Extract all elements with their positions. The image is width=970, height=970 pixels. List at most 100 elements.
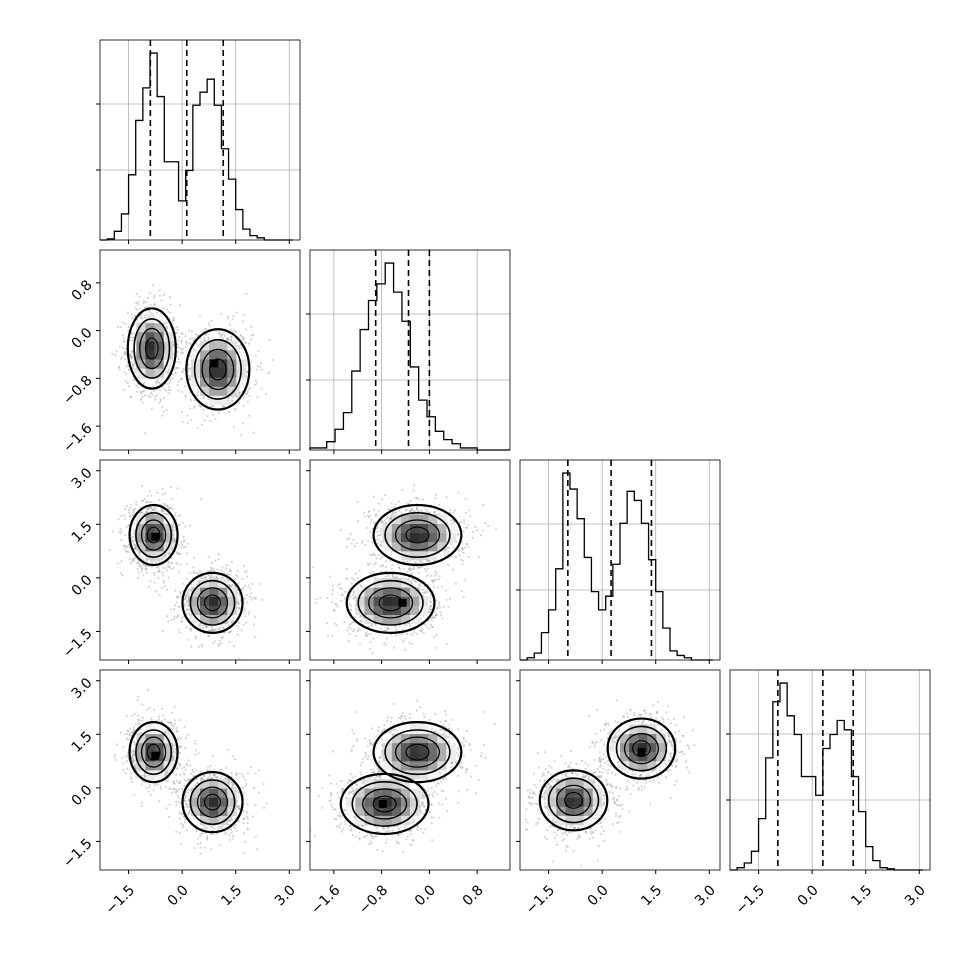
sample-point bbox=[153, 581, 156, 584]
sample-point bbox=[128, 509, 131, 511]
sample-point bbox=[138, 377, 141, 379]
sample-point bbox=[231, 402, 234, 405]
sample-point bbox=[221, 635, 224, 638]
sample-point bbox=[205, 625, 208, 628]
sample-point bbox=[221, 637, 223, 640]
sample-point bbox=[188, 605, 191, 607]
sample-point bbox=[129, 339, 132, 342]
sample-point bbox=[160, 299, 163, 302]
sample-point bbox=[142, 376, 145, 379]
sample-point bbox=[387, 520, 390, 522]
sample-point bbox=[212, 630, 215, 633]
sample-point bbox=[163, 321, 166, 324]
sample-point bbox=[168, 386, 171, 389]
sample-point bbox=[231, 318, 234, 321]
sample-point bbox=[239, 607, 242, 610]
sample-point bbox=[152, 513, 155, 516]
sample-point bbox=[170, 618, 173, 621]
sample-point bbox=[386, 573, 388, 576]
sample-point bbox=[123, 340, 126, 343]
sample-point bbox=[162, 307, 165, 310]
sample-point bbox=[175, 601, 178, 604]
sample-point bbox=[186, 414, 189, 417]
density-cell bbox=[154, 331, 165, 342]
sample-point bbox=[373, 521, 376, 524]
sample-point bbox=[187, 367, 190, 370]
sample-point bbox=[211, 629, 214, 632]
sample-point bbox=[124, 350, 127, 353]
sample-point bbox=[420, 627, 423, 630]
sample-point bbox=[134, 546, 137, 549]
sample-point bbox=[138, 564, 141, 567]
sample-point bbox=[152, 284, 154, 287]
sample-point bbox=[165, 504, 168, 507]
sample-point bbox=[340, 600, 343, 602]
sample-point bbox=[188, 597, 191, 600]
sample-point bbox=[161, 508, 163, 511]
sample-point bbox=[431, 619, 433, 622]
density-peak bbox=[210, 359, 219, 368]
sample-point bbox=[230, 395, 233, 398]
sample-point bbox=[462, 548, 465, 550]
sample-point bbox=[197, 623, 200, 626]
sample-point bbox=[161, 630, 164, 632]
sample-point bbox=[129, 506, 131, 509]
sample-point bbox=[242, 336, 245, 339]
sample-point bbox=[145, 572, 148, 574]
sample-point bbox=[190, 629, 192, 632]
sample-point bbox=[406, 570, 409, 573]
contour-level-2 bbox=[139, 327, 165, 370]
sample-point bbox=[178, 553, 180, 556]
sample-point bbox=[126, 381, 129, 384]
sample-point bbox=[142, 302, 145, 304]
sample-point bbox=[212, 628, 214, 631]
sample-point bbox=[207, 555, 210, 558]
sample-point bbox=[197, 391, 199, 393]
y-tick-label: −1.6 bbox=[60, 420, 95, 455]
sample-point bbox=[395, 629, 398, 631]
sample-point bbox=[134, 371, 137, 373]
sample-point bbox=[204, 625, 207, 628]
sample-point bbox=[181, 390, 184, 393]
sample-point bbox=[421, 562, 424, 565]
sample-point bbox=[184, 546, 187, 548]
sample-point bbox=[180, 596, 183, 598]
sample-point bbox=[180, 617, 183, 620]
density-cell bbox=[154, 523, 165, 534]
sample-point bbox=[181, 340, 183, 342]
sample-point bbox=[167, 553, 170, 556]
sample-point bbox=[430, 604, 432, 607]
sample-point bbox=[163, 397, 165, 400]
sample-point bbox=[138, 565, 141, 568]
density-cell bbox=[154, 322, 165, 333]
sample-point bbox=[172, 546, 175, 549]
sample-point bbox=[379, 530, 382, 533]
sample-point bbox=[130, 361, 133, 363]
sample-point bbox=[119, 531, 122, 534]
sample-point bbox=[426, 583, 429, 586]
sample-point bbox=[141, 563, 144, 566]
sample-point bbox=[441, 585, 443, 588]
sample-point bbox=[173, 617, 176, 620]
sample-point bbox=[184, 598, 186, 601]
sample-point bbox=[190, 343, 193, 346]
sample-point bbox=[378, 534, 381, 536]
sample-point bbox=[411, 642, 413, 645]
sample-point bbox=[210, 577, 212, 579]
sample-point bbox=[385, 644, 387, 646]
sample-point bbox=[230, 621, 233, 624]
sample-point bbox=[216, 627, 219, 630]
sample-point bbox=[235, 585, 237, 588]
sample-point bbox=[247, 342, 250, 345]
sample-point bbox=[189, 355, 191, 358]
sample-point bbox=[196, 334, 199, 337]
sample-point bbox=[244, 615, 247, 617]
sample-point bbox=[345, 546, 348, 548]
sample-point bbox=[159, 561, 162, 564]
sample-point bbox=[195, 394, 198, 397]
sample-point bbox=[425, 508, 427, 511]
sample-point bbox=[402, 639, 405, 641]
sample-point bbox=[181, 370, 184, 373]
sample-point bbox=[134, 315, 137, 318]
